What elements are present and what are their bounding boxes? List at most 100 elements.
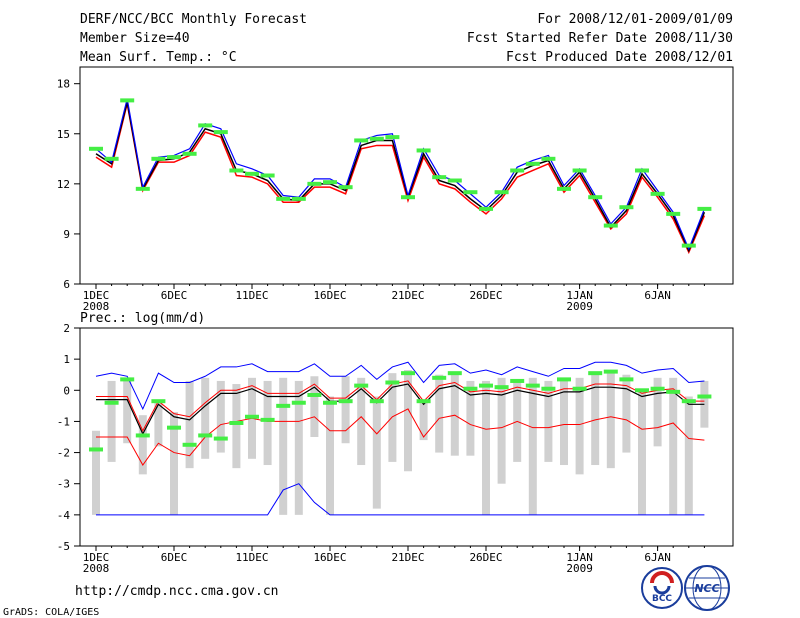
temp-observed-marker xyxy=(245,171,259,176)
precip-range-bar xyxy=(419,399,428,441)
precip-observed-marker xyxy=(510,378,525,383)
precip-observed-marker xyxy=(681,399,696,404)
precip-panel-label: Prec.: log(mm/d) xyxy=(80,311,205,326)
temp-observed-marker xyxy=(89,146,103,151)
temp-mean-line xyxy=(95,101,706,253)
source-url[interactable]: http://cmdp.ncc.cma.gov.cn xyxy=(75,584,279,599)
precip-range-bar xyxy=(326,396,334,515)
temp-observed-marker xyxy=(541,156,556,161)
precip-range-bar xyxy=(341,376,350,444)
precip-range-bar xyxy=(435,374,444,453)
precip-observed-marker xyxy=(557,377,571,382)
precip-range-bar xyxy=(404,370,412,472)
precip-min-extreme-line xyxy=(96,483,705,516)
precip-observed-marker xyxy=(525,383,540,388)
precip-xtick-label: 6DEC xyxy=(161,551,188,564)
precip-xtick-label: 16DEC xyxy=(313,551,346,564)
precip-range-bar xyxy=(92,430,100,515)
precip-observed-marker xyxy=(479,383,493,388)
precip-range-bar xyxy=(357,377,366,466)
temp-observed-marker xyxy=(213,130,228,135)
precip-observed-marker xyxy=(401,371,415,376)
temp-observed-marker xyxy=(479,206,493,211)
temp-observed-marker xyxy=(276,196,291,201)
precip-range-bar xyxy=(560,379,568,466)
temp-ytick-label: 12 xyxy=(57,178,70,191)
variable-label: Mean Surf. Temp.: °C xyxy=(80,50,237,65)
precip-range-bar xyxy=(372,396,381,509)
precip-range-bar xyxy=(482,380,490,515)
temp-ytick-label: 6 xyxy=(63,278,70,291)
precip-observed-marker xyxy=(120,377,135,382)
precip-range-bar xyxy=(669,377,678,515)
chart-title: DERF/NCC/BCC Monthly Forecast xyxy=(80,12,307,27)
precip-xtick-year: 2008 xyxy=(83,562,110,575)
precip-range-bar xyxy=(388,373,397,462)
precip-observed-marker xyxy=(432,375,447,380)
precip-range-bar xyxy=(279,377,288,515)
precip-xtick-label: 1JAN xyxy=(566,551,593,564)
temp-xtick-label: 6JAN xyxy=(644,289,671,302)
precip-observed-marker xyxy=(182,442,197,447)
temp-observed-marker xyxy=(198,123,213,128)
precip-xtick-label: 21DEC xyxy=(391,551,424,564)
temp-observed-marker xyxy=(416,148,431,153)
temp-observed-marker xyxy=(650,191,665,196)
bcc-logo: BCC xyxy=(641,567,683,609)
temp-observed-marker xyxy=(510,168,525,173)
precip-observed-marker xyxy=(619,377,634,382)
forecast-start-date: Fcst Started Refer Date 2008/11/30 xyxy=(467,31,733,46)
precip-range-bar xyxy=(232,384,241,469)
temp-observed-marker xyxy=(697,206,712,211)
precip-ytick-label: -5 xyxy=(57,540,70,553)
temp-observed-marker xyxy=(135,186,150,191)
precip-xtick-label: 1DEC xyxy=(83,551,110,564)
temp-observed-marker xyxy=(338,185,353,190)
temp-xtick-label: 26DEC xyxy=(469,289,502,302)
temp-xtick-label: 16DEC xyxy=(313,289,346,302)
temp-ytick-label: 15 xyxy=(57,128,70,141)
precip-range-bar xyxy=(575,377,584,475)
temp-max-line xyxy=(95,98,705,251)
precip-ytick-label: -1 xyxy=(57,415,70,428)
temp-observed-marker xyxy=(463,190,478,195)
temp-xtick-year: 2009 xyxy=(566,300,593,313)
precip-observed-marker xyxy=(213,436,228,441)
precip-observed-marker xyxy=(603,369,618,374)
precip-observed-marker xyxy=(541,386,556,391)
precip-ytick-label: 2 xyxy=(63,322,70,335)
precip-range-bar xyxy=(154,399,163,447)
temp-observed-marker xyxy=(525,161,540,166)
temp-observed-marker xyxy=(151,156,166,161)
precip-observed-marker xyxy=(354,383,369,388)
precip-range-bar xyxy=(107,380,116,462)
temp-xtick-label: 11DEC xyxy=(235,289,268,302)
precip-observed-marker xyxy=(494,385,509,390)
precip-mean-lower-line xyxy=(96,383,705,436)
precip-range-bar xyxy=(450,373,459,456)
precip-observed-marker xyxy=(276,403,291,408)
precip-observed-marker xyxy=(245,414,259,419)
temp-observed-marker xyxy=(291,196,306,201)
temp-xtick-label: 1JAN xyxy=(566,289,593,302)
temp-observed-marker xyxy=(681,243,696,248)
precip-ytick-label: -3 xyxy=(57,478,70,491)
precip-range-bar xyxy=(310,376,319,437)
temp-observed-marker xyxy=(619,205,634,210)
temp-observed-marker xyxy=(120,98,135,103)
temp-observed-marker xyxy=(588,195,603,200)
temp-observed-marker xyxy=(385,135,400,140)
temp-observed-marker xyxy=(447,178,462,183)
temp-observed-marker xyxy=(167,155,181,160)
precip-range-bar xyxy=(638,390,646,515)
precip-observed-marker xyxy=(338,399,353,404)
precip-ytick-label: -4 xyxy=(57,509,71,522)
precip-xtick-label: 6JAN xyxy=(644,551,671,564)
temp-observed-marker xyxy=(635,168,649,173)
precip-observed-marker xyxy=(463,386,478,391)
member-size: Member Size=40 xyxy=(80,31,190,46)
temp-observed-marker xyxy=(260,173,275,178)
precip-xtick-label: 26DEC xyxy=(469,551,502,564)
